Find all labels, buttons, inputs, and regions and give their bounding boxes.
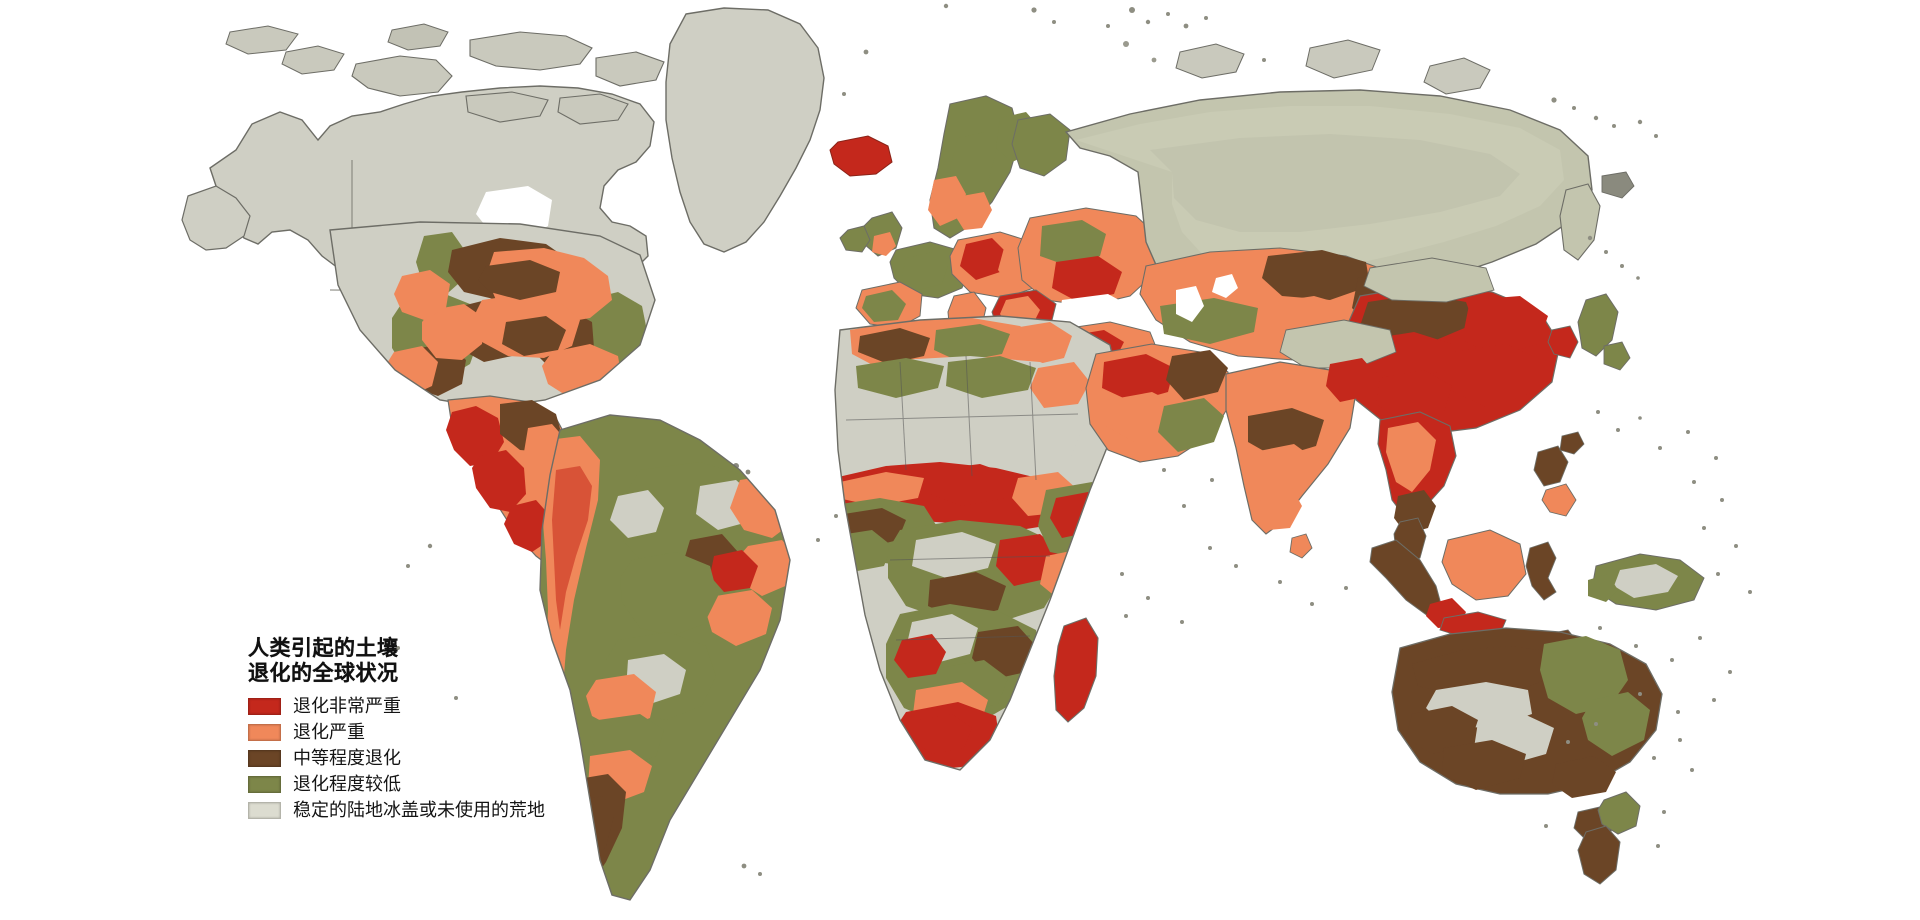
- legend-title: 人类引起的土壤 退化的全球状况: [248, 636, 678, 686]
- region-united-states: [330, 222, 655, 408]
- legend-swatch-severe: [248, 724, 281, 741]
- region-china-east-asia: [1279, 257, 1631, 435]
- africa-internal-borders: [845, 355, 1079, 641]
- region-new-zealand: [1577, 791, 1641, 885]
- legend-item-low[interactable]: 退化程度较低: [248, 773, 678, 796]
- legend-label-severe: 退化严重: [293, 721, 365, 743]
- legend-swatch-moderate: [248, 750, 281, 767]
- legend-title-line1: 人类引起的土壤: [248, 636, 399, 660]
- legend-label-very-severe: 退化非常严重: [293, 695, 401, 717]
- legend-item-severe[interactable]: 退化严重: [248, 721, 678, 744]
- legend-swatch-stable: [248, 802, 281, 819]
- region-greenland: [665, 7, 825, 253]
- africa-outline: [834, 315, 1121, 771]
- legend-swatch-low: [248, 776, 281, 793]
- map-small-islands: [396, 3, 1752, 876]
- map-legend: 人类引起的土壤 退化的全球状况 退化非常严重 退化严重 中等程度退化 退化程度较…: [248, 636, 678, 825]
- legend-item-stable[interactable]: 稳定的陆地冰盖或未使用的荒地: [248, 799, 678, 822]
- legend-label-low: 退化程度较低: [293, 773, 401, 795]
- region-middle-east: [1085, 343, 1231, 463]
- region-iceland: [829, 135, 893, 177]
- legend-item-moderate[interactable]: 中等程度退化: [248, 747, 678, 770]
- legend-item-very-severe[interactable]: 退化非常严重: [248, 695, 678, 718]
- legend-title-line2: 退化的全球状况: [248, 661, 399, 685]
- region-india: [1225, 358, 1376, 559]
- region-southeast-asia: [1369, 411, 1705, 649]
- legend-rows: 退化非常严重 退化严重 中等程度退化 退化程度较低 稳定的陆地冰盖或未使用的荒地: [248, 695, 678, 822]
- legend-swatch-very-severe: [248, 698, 281, 715]
- united-states-outline: [329, 221, 656, 409]
- south-america-outline: [539, 414, 791, 901]
- region-madagascar: [1053, 617, 1099, 723]
- region-europe: [839, 95, 1161, 375]
- region-australia: [1391, 627, 1663, 841]
- legend-label-stable: 稳定的陆地冰盖或未使用的荒地: [293, 799, 545, 821]
- legend-label-moderate: 中等程度退化: [293, 747, 401, 769]
